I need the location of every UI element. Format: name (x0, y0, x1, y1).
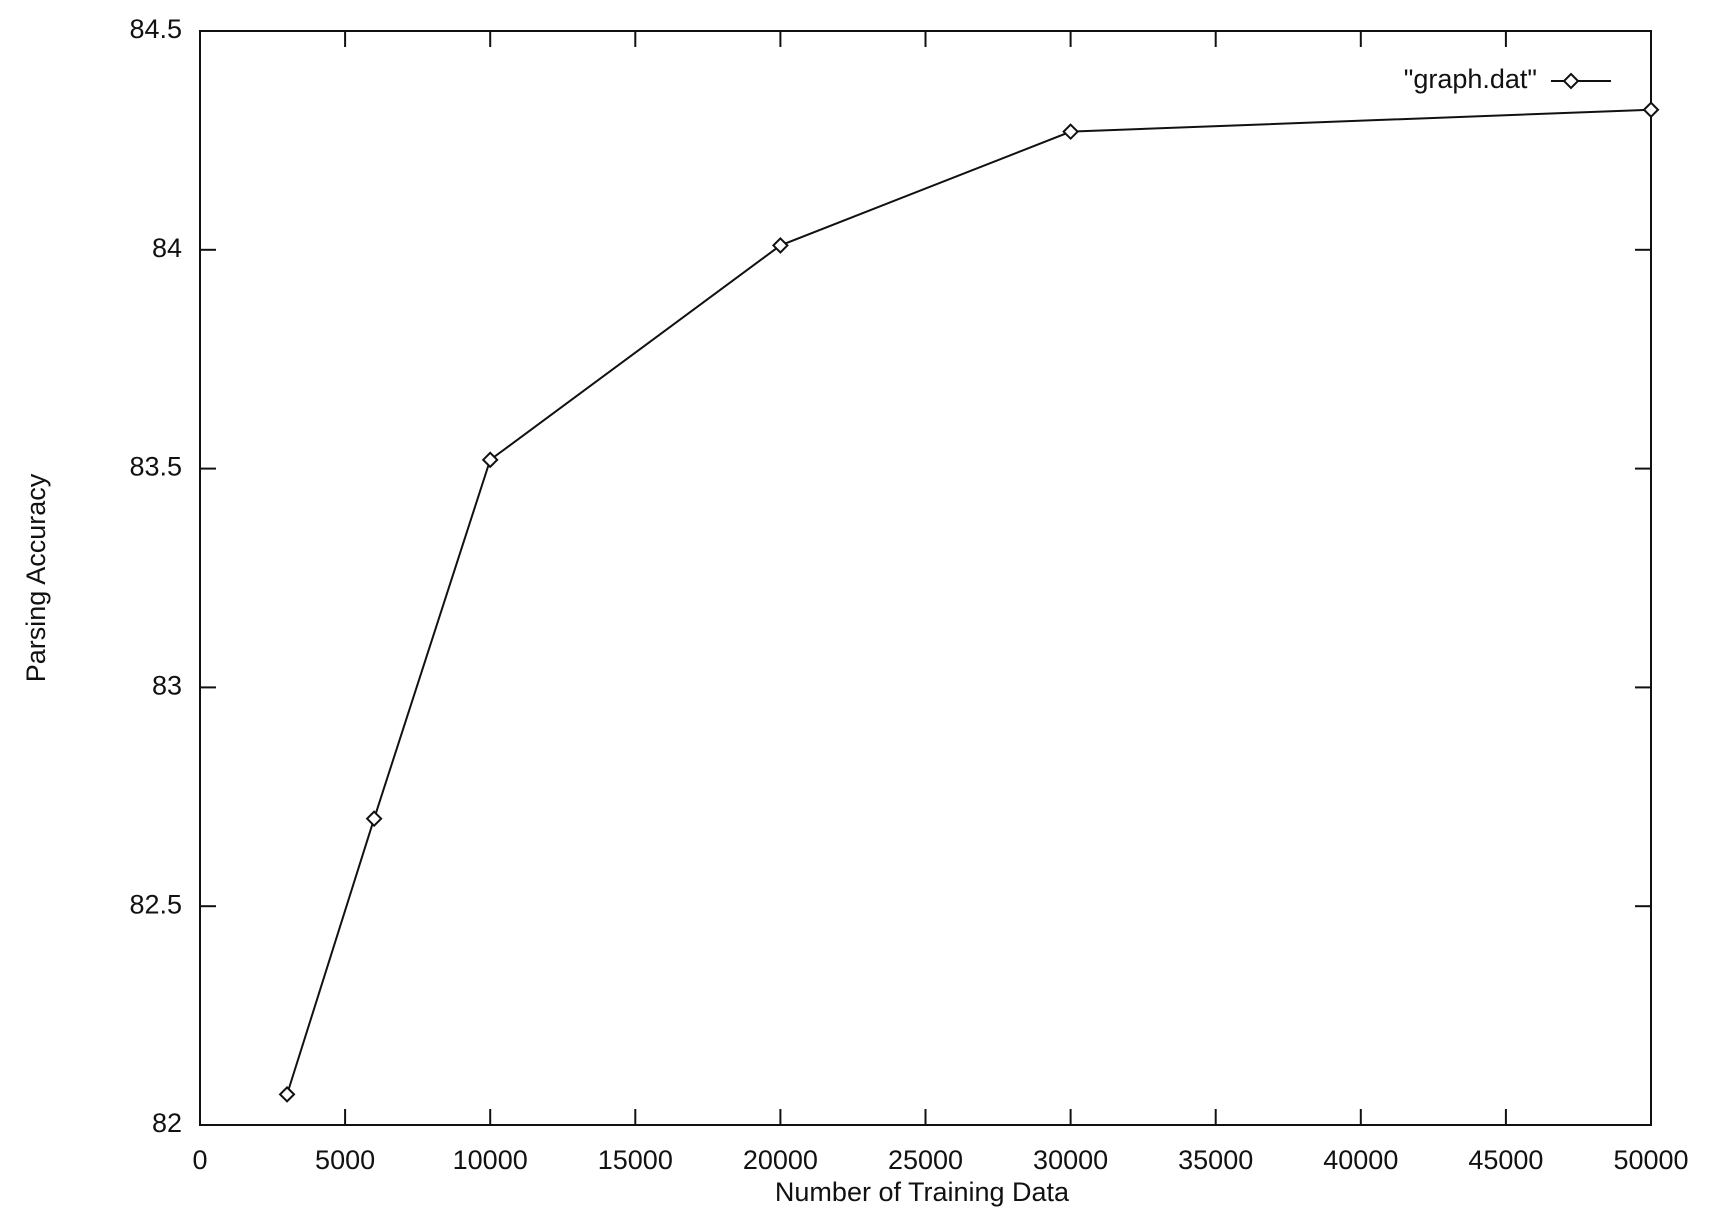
x-tick-label: 5000 (315, 1145, 375, 1175)
x-tick-label: 25000 (888, 1145, 963, 1175)
x-axis-label: Number of Training Data (775, 1177, 1070, 1207)
y-tick-label: 84 (152, 233, 182, 263)
x-tick-label: 40000 (1323, 1145, 1398, 1175)
y-tick-label: 84.5 (129, 14, 182, 44)
x-tick-label: 10000 (453, 1145, 528, 1175)
data-point (1062, 123, 1080, 141)
plot-frame (199, 30, 1652, 1126)
legend-marker (1562, 72, 1580, 90)
legend-label: "graph.dat" (1404, 64, 1537, 94)
x-tick-label: 0 (192, 1145, 207, 1175)
x-tick-label: 30000 (1033, 1145, 1108, 1175)
series-line (286, 108, 1652, 1095)
data-point (481, 451, 499, 469)
x-tick-label: 35000 (1178, 1145, 1253, 1175)
x-tick-label: 20000 (743, 1145, 818, 1175)
x-tick-label: 50000 (1613, 1145, 1688, 1175)
data-point (278, 1085, 296, 1103)
x-tick-label: 45000 (1468, 1145, 1543, 1175)
x-tick-label: 15000 (598, 1145, 673, 1175)
data-point (365, 810, 383, 828)
y-tick-label: 82 (152, 1108, 182, 1138)
y-tick-label: 82.5 (129, 889, 182, 919)
y-axis-label: Parsing Accuracy (21, 473, 51, 682)
data-point (1642, 101, 1660, 119)
y-tick-label: 83.5 (129, 452, 182, 482)
y-tick-label: 83 (152, 671, 182, 701)
data-point (771, 237, 789, 254)
